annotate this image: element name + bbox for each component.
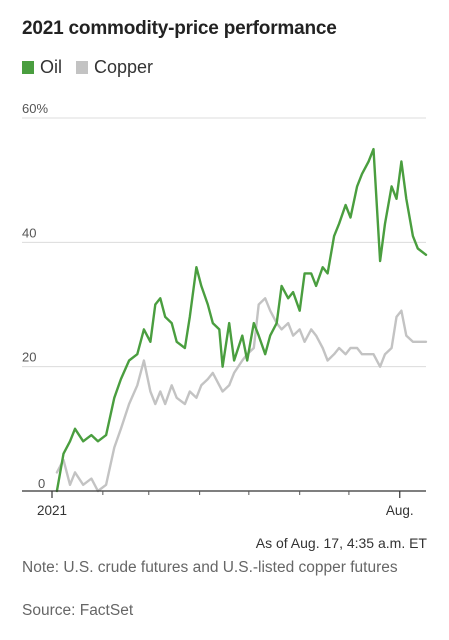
note: Note: U.S. crude futures and U.S.-listed…	[22, 559, 398, 576]
legend: Oil Copper	[22, 57, 167, 78]
y-tick-label-0: 0	[38, 476, 45, 491]
y-tick-label-60: 60%	[22, 101, 48, 116]
legend-label-oil: Oil	[40, 57, 62, 77]
chart-title: 2021 commodity-price performance	[22, 18, 337, 39]
legend-swatch-oil	[22, 61, 34, 74]
series-line-oil	[55, 147, 428, 493]
source: Source: FactSet	[22, 602, 134, 619]
x-tick-label-2021: 2021	[37, 503, 67, 518]
legend-swatch-copper	[76, 61, 88, 74]
legend-item-copper: Copper	[76, 57, 153, 78]
y-tick-label-40: 40	[22, 225, 36, 240]
series-line-copper	[55, 297, 428, 493]
legend-item-oil: Oil	[22, 57, 62, 78]
legend-label-copper: Copper	[94, 57, 154, 77]
y-tick-label-20: 20	[22, 350, 36, 365]
x-tick-label-aug: Aug.	[386, 503, 414, 518]
timestamp: As of Aug. 17, 4:35 a.m. ET	[255, 535, 427, 551]
